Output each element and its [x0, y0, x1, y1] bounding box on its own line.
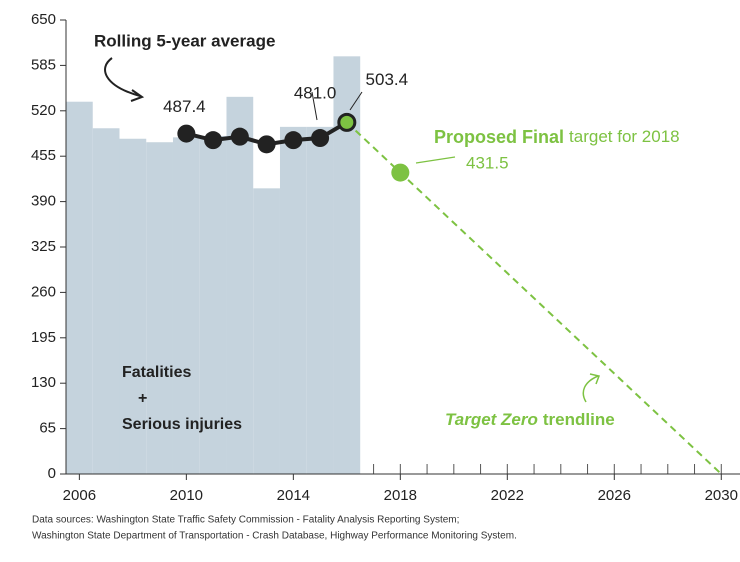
- y-tick-label: 260: [31, 283, 56, 300]
- leader: [311, 91, 318, 121]
- x-tick-label: 2022: [491, 487, 524, 504]
- bar: [92, 128, 120, 474]
- x-tick-label: 2010: [170, 487, 203, 504]
- x-tick-label: 2030: [705, 487, 738, 504]
- y-tick-label: 585: [31, 56, 56, 73]
- y-tick-label: 65: [39, 420, 56, 437]
- y-tick-label: 455: [31, 147, 56, 164]
- trend-suffix: trendline: [543, 410, 615, 429]
- x-tick-label: 2006: [63, 487, 96, 504]
- point: [257, 135, 276, 154]
- data-label: 431.5: [466, 153, 509, 172]
- source: Washington State Department of Transport…: [32, 531, 517, 542]
- point: [284, 131, 303, 150]
- bar-label: Fatalities: [122, 364, 191, 381]
- y-tick-label: 520: [31, 102, 56, 119]
- y-tick-label: 650: [31, 11, 56, 28]
- arrow: [582, 375, 599, 403]
- target-label: Proposed Final target for 2018: [434, 127, 680, 147]
- point: [204, 131, 223, 150]
- bar: [226, 96, 254, 474]
- bar-label: +: [138, 390, 147, 407]
- y-tick-label: 325: [31, 238, 56, 255]
- data-label: 503.4: [366, 70, 409, 89]
- leader: [349, 91, 363, 111]
- bar-label: Serious injuries: [122, 416, 242, 433]
- bar: [146, 142, 173, 474]
- data-label: 487.4: [163, 97, 206, 116]
- data-label: 481.0: [294, 84, 337, 103]
- bar: [253, 188, 280, 474]
- target-point: [391, 163, 410, 182]
- trend-label: Target Zero trendline: [445, 410, 615, 429]
- arrow: [104, 57, 141, 97]
- trendline: [346, 121, 722, 475]
- bar: [66, 101, 93, 474]
- x-tick-label: 2026: [598, 487, 631, 504]
- leader: [415, 156, 456, 164]
- y-tick-label: 130: [31, 374, 56, 391]
- point: [230, 127, 249, 146]
- layer: [66, 56, 722, 474]
- point: [337, 112, 357, 132]
- point: [177, 124, 196, 143]
- target-name: Proposed Final: [434, 127, 564, 147]
- arrow-head: [130, 89, 145, 102]
- bar: [199, 135, 227, 474]
- bar: [172, 137, 200, 474]
- y-tick-label: 390: [31, 193, 56, 210]
- bar: [306, 126, 334, 474]
- y-tick-label: 0: [48, 465, 56, 482]
- series-label: Rolling 5-year average: [94, 31, 275, 50]
- x-tick-label: 2018: [384, 487, 417, 504]
- bar: [279, 126, 307, 474]
- point: [311, 129, 330, 148]
- arrow-head: [589, 373, 601, 385]
- target-suffix: target for 2018: [569, 127, 680, 146]
- bar: [119, 138, 147, 474]
- y-tick-label: 195: [31, 329, 56, 346]
- x-tick-label: 2014: [277, 487, 310, 504]
- source: Data sources: Washington State Traffic S…: [32, 515, 459, 526]
- trend-name: Target Zero: [445, 410, 538, 429]
